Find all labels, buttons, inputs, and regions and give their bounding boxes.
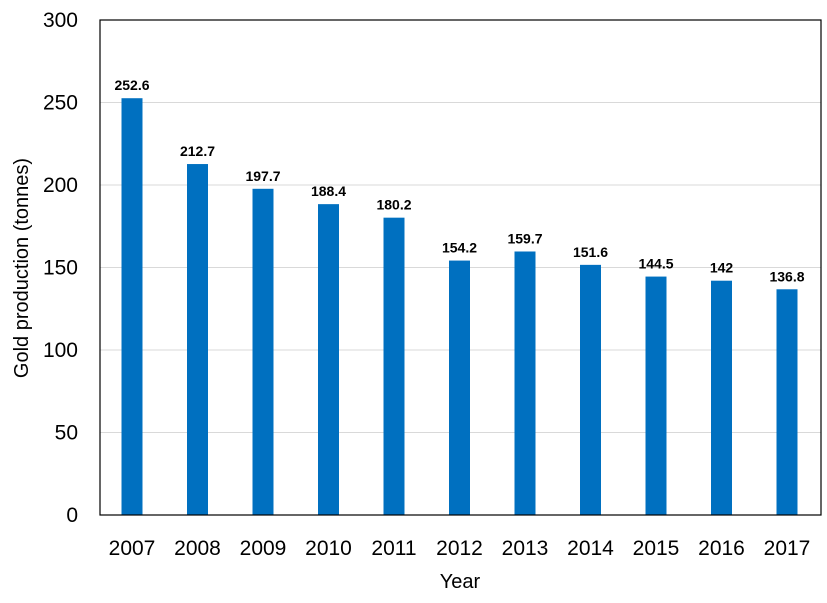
data-label-2011: 180.2 [376, 197, 411, 213]
x-tick-label-2016: 2016 [698, 537, 745, 560]
bar-2013 [514, 251, 536, 515]
bar-2009 [252, 188, 274, 516]
data-label-2008: 212.7 [180, 143, 215, 159]
bar-2017 [776, 289, 798, 515]
bar-2014 [580, 264, 601, 515]
data-label-2014: 151.6 [573, 244, 608, 260]
x-axis-title: Year [440, 571, 481, 593]
bar-2010 [318, 204, 339, 515]
axes [99, 19, 822, 516]
x-tick-label-2013: 2013 [502, 537, 549, 560]
y-tick-label: 0 [66, 504, 78, 527]
x-tick-label-2009: 2009 [240, 537, 287, 560]
y-tick-labels: 0 50 100 150 200 250 300 [43, 9, 78, 527]
data-labels: 252.6 212.7 197.7 188.4 180.2 154.2 159.7 151.6… [114, 77, 804, 284]
bar-2015 [645, 276, 667, 515]
bar-2008 [187, 164, 208, 516]
data-label-2015: 144.5 [638, 256, 673, 272]
bar-2012 [449, 260, 470, 515]
data-label-2009: 197.7 [245, 168, 280, 184]
y-tick-label: 200 [43, 174, 78, 197]
x-tick-labels: 2007 2008 2009 2010 2011 2012 2013 2014 2015 2016… [109, 537, 811, 560]
data-label-2012: 154.2 [442, 240, 477, 256]
x-tick-label-2012: 2012 [436, 537, 483, 560]
data-label-2013: 159.7 [507, 230, 542, 246]
plot-frame [99, 19, 822, 516]
x-tick-label-2017: 2017 [764, 537, 811, 560]
x-tick-label-2014: 2014 [567, 537, 614, 560]
bar-2011 [383, 217, 405, 516]
y-axis-title: Gold production (tonnes) [11, 158, 33, 378]
x-tick-label-2008: 2008 [174, 537, 221, 560]
data-label-2017: 136.8 [769, 268, 804, 284]
y-tick-label: 300 [43, 9, 78, 32]
x-tick-label-2011: 2011 [371, 537, 416, 560]
y-tick-label: 250 [43, 92, 78, 115]
data-label-2010: 188.4 [311, 183, 346, 199]
y-tick-label: 150 [43, 257, 78, 280]
x-tick-label-2015: 2015 [633, 537, 680, 560]
bar-2007 [121, 98, 143, 516]
data-label-2016: 142 [710, 260, 734, 276]
y-tick-label: 50 [55, 422, 78, 445]
x-tick-label-2007: 2007 [109, 537, 156, 560]
bars [121, 98, 798, 516]
data-label-2007: 252.6 [114, 77, 149, 93]
x-tick-label-2010: 2010 [305, 537, 352, 560]
bar-2016 [711, 280, 732, 515]
y-tick-label: 100 [43, 339, 78, 362]
